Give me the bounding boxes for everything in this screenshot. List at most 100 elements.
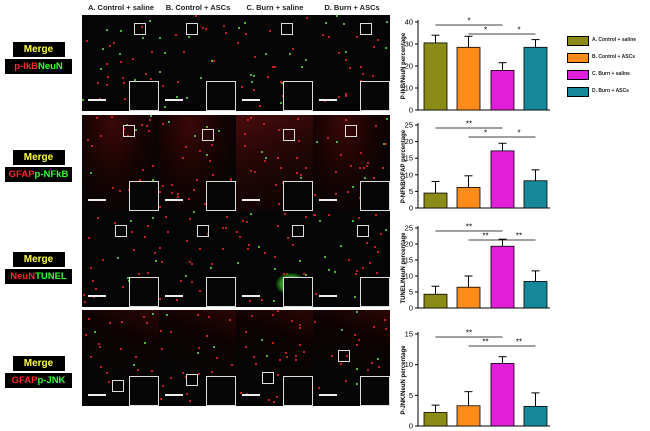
scale-bar <box>88 199 106 201</box>
y-tick-label: 0 <box>409 106 413 115</box>
zoom-inset <box>206 277 236 307</box>
zoom-inset <box>129 181 159 211</box>
significance-label: * <box>517 129 520 138</box>
y-axis-label: P-IkB/NeuN percentage <box>401 32 407 99</box>
scale-bar <box>242 99 260 101</box>
bar <box>456 405 481 427</box>
y-axis-label: P-NFkB/GFAP percentage <box>401 129 407 203</box>
zoom-inset <box>129 81 159 111</box>
roi-box <box>202 129 214 141</box>
merge-label: Merge <box>12 356 65 371</box>
y-tick-label: 15 <box>405 330 413 339</box>
significance-label: ** <box>482 232 488 241</box>
y-axis-label: TUNEL/NeuN percentage <box>401 232 407 304</box>
scale-bar <box>165 199 183 201</box>
micrograph-panel <box>82 15 159 111</box>
scale-bar <box>88 99 106 101</box>
y-tick-label: 20 <box>405 240 413 249</box>
row-label-1: Merge p-IkBNeuN <box>5 42 72 74</box>
y-tick-label: 40 <box>405 18 413 27</box>
marker-label: GFAPp-JNK <box>5 373 72 388</box>
micrograph-panel <box>159 310 236 406</box>
y-tick-label: 15 <box>405 256 413 265</box>
significance-label: * <box>484 26 487 35</box>
y-tick-label: 10 <box>405 84 413 93</box>
zoom-inset <box>360 376 390 406</box>
legend-swatch <box>567 53 589 63</box>
marker-label: NeuNTUNEL <box>5 269 72 284</box>
roi-box <box>115 225 127 237</box>
micrograph-panel <box>236 15 313 111</box>
row-label-2: Merge GFAPp-NFkB <box>5 150 72 182</box>
y-tick-label: 20 <box>405 137 413 146</box>
roi-box <box>123 125 135 137</box>
micrograph-panel <box>313 15 390 111</box>
marker-label: GFAPp-NFkB <box>5 167 72 182</box>
significance-label: * <box>467 17 470 26</box>
roi-box <box>338 350 350 362</box>
y-tick-label: 30 <box>405 40 413 49</box>
scale-bar <box>319 394 337 396</box>
zoom-inset <box>283 376 313 406</box>
scale-bar <box>319 199 337 201</box>
scale-bar <box>242 394 260 396</box>
micrograph-panel <box>82 211 159 307</box>
column-header-a: A. Control + saline <box>87 3 155 12</box>
significance-label: * <box>517 26 520 35</box>
micrograph-panel <box>159 15 236 111</box>
bar <box>523 405 548 427</box>
micrograph-panel <box>236 310 313 406</box>
bar <box>456 187 481 209</box>
column-header-c: C. Burn + saline <box>246 3 304 12</box>
marker-label: p-IkBNeuN <box>5 59 72 74</box>
scale-bar <box>165 295 183 297</box>
bar <box>423 412 448 427</box>
bar <box>490 363 515 427</box>
micrograph-panel <box>313 115 390 211</box>
bar <box>423 42 448 111</box>
roi-box <box>197 225 209 237</box>
y-tick-label: 5 <box>409 391 413 400</box>
merge-label: Merge <box>12 42 65 57</box>
micrograph-panel <box>159 115 236 211</box>
zoom-inset <box>360 81 390 111</box>
roi-box <box>112 380 124 392</box>
scale-bar <box>88 394 106 396</box>
micrograph-panel <box>313 211 390 307</box>
significance-label: ** <box>516 232 522 241</box>
y-tick-label: 5 <box>409 187 413 196</box>
y-tick-label: 25 <box>405 121 413 130</box>
zoom-inset <box>360 181 390 211</box>
bar <box>456 286 481 309</box>
roi-box <box>262 372 274 384</box>
scale-bar <box>165 99 183 101</box>
legend-swatch <box>567 36 589 46</box>
scale-bar <box>242 295 260 297</box>
significance-label: ** <box>516 338 522 347</box>
bar <box>456 46 481 111</box>
significance-label: * <box>484 129 487 138</box>
roi-box <box>186 374 198 386</box>
zoom-inset <box>206 376 236 406</box>
legend-swatch <box>567 70 589 80</box>
zoom-inset <box>283 277 313 307</box>
significance-label: ** <box>466 223 472 232</box>
significance-label: ** <box>466 329 472 338</box>
scale-bar <box>319 295 337 297</box>
bar <box>523 281 548 309</box>
micrograph-panel <box>236 115 313 211</box>
bar <box>490 70 515 111</box>
scale-bar <box>88 295 106 297</box>
bar <box>523 180 548 209</box>
roi-box <box>186 23 198 35</box>
micrograph-panel <box>236 211 313 307</box>
zoom-inset <box>283 81 313 111</box>
roi-box <box>292 225 304 237</box>
y-tick-label: 0 <box>409 304 413 313</box>
y-tick-label: 10 <box>405 360 413 369</box>
merge-label: Merge <box>12 252 65 267</box>
y-tick-label: 15 <box>405 154 413 163</box>
bar <box>523 46 548 111</box>
y-axis-label: P-JNK/NeuN percentage <box>401 345 407 415</box>
